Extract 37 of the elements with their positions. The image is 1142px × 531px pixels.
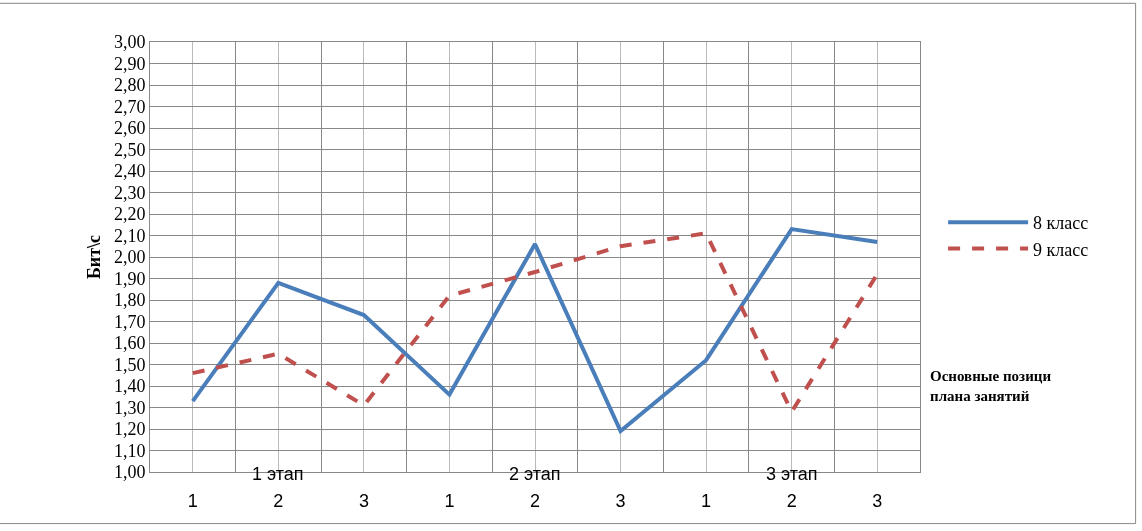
x-tick-label: 3 <box>615 490 626 511</box>
y-tick-label: 1,20 <box>113 419 146 440</box>
y-tick-label: 1,40 <box>113 376 146 397</box>
x-tick-label: 2 <box>273 490 284 511</box>
y-tick-label: 1,70 <box>113 311 146 332</box>
y-tick-label: 2,30 <box>113 182 146 203</box>
x-axis-title: Основные позици плана занятий <box>930 368 1052 404</box>
y-tick-label: 1,50 <box>113 354 146 375</box>
y-tick-label: 1,00 <box>113 462 146 483</box>
y-tick-label: 1,80 <box>113 290 146 311</box>
y-tick-label: 1,90 <box>113 268 146 289</box>
x-tick-label: 3 <box>358 490 369 511</box>
x-tick-label: 1 <box>444 490 455 511</box>
y-tick-label: 2,60 <box>113 118 146 139</box>
x-tick-label: 2 <box>529 490 541 511</box>
legend-label: 9 класс <box>1033 239 1089 260</box>
y-tick-label: 2,40 <box>113 161 146 182</box>
y-tick-label: 2,10 <box>113 225 146 246</box>
y-tick-label: 2,00 <box>113 247 146 268</box>
y-tick-label: 1,10 <box>113 440 146 461</box>
annotation: 2 этап <box>509 464 561 484</box>
y-tick-label: 1,30 <box>113 397 146 418</box>
y-tick-label: 2,90 <box>113 53 146 74</box>
y-tick-label: 2,70 <box>113 96 146 117</box>
y-tick-label: 1,60 <box>113 333 146 354</box>
x-tick-label: 3 <box>872 490 883 511</box>
x-tick-label: 1 <box>187 490 198 511</box>
y-axis-title: Бит\с <box>84 234 105 280</box>
y-tick-label: 3,00 <box>113 32 146 53</box>
y-tick-label: 2,20 <box>113 204 146 225</box>
x-tick-label: 2 <box>786 490 797 511</box>
y-tick-label: 2,50 <box>113 139 146 160</box>
x-tick-label: 1 <box>701 490 712 511</box>
y-tick-label: 2,80 <box>113 75 146 96</box>
annotation: 1 этап <box>252 464 304 484</box>
legend-label: 8 класс <box>1033 213 1089 234</box>
annotation: 3 этап <box>766 464 818 484</box>
